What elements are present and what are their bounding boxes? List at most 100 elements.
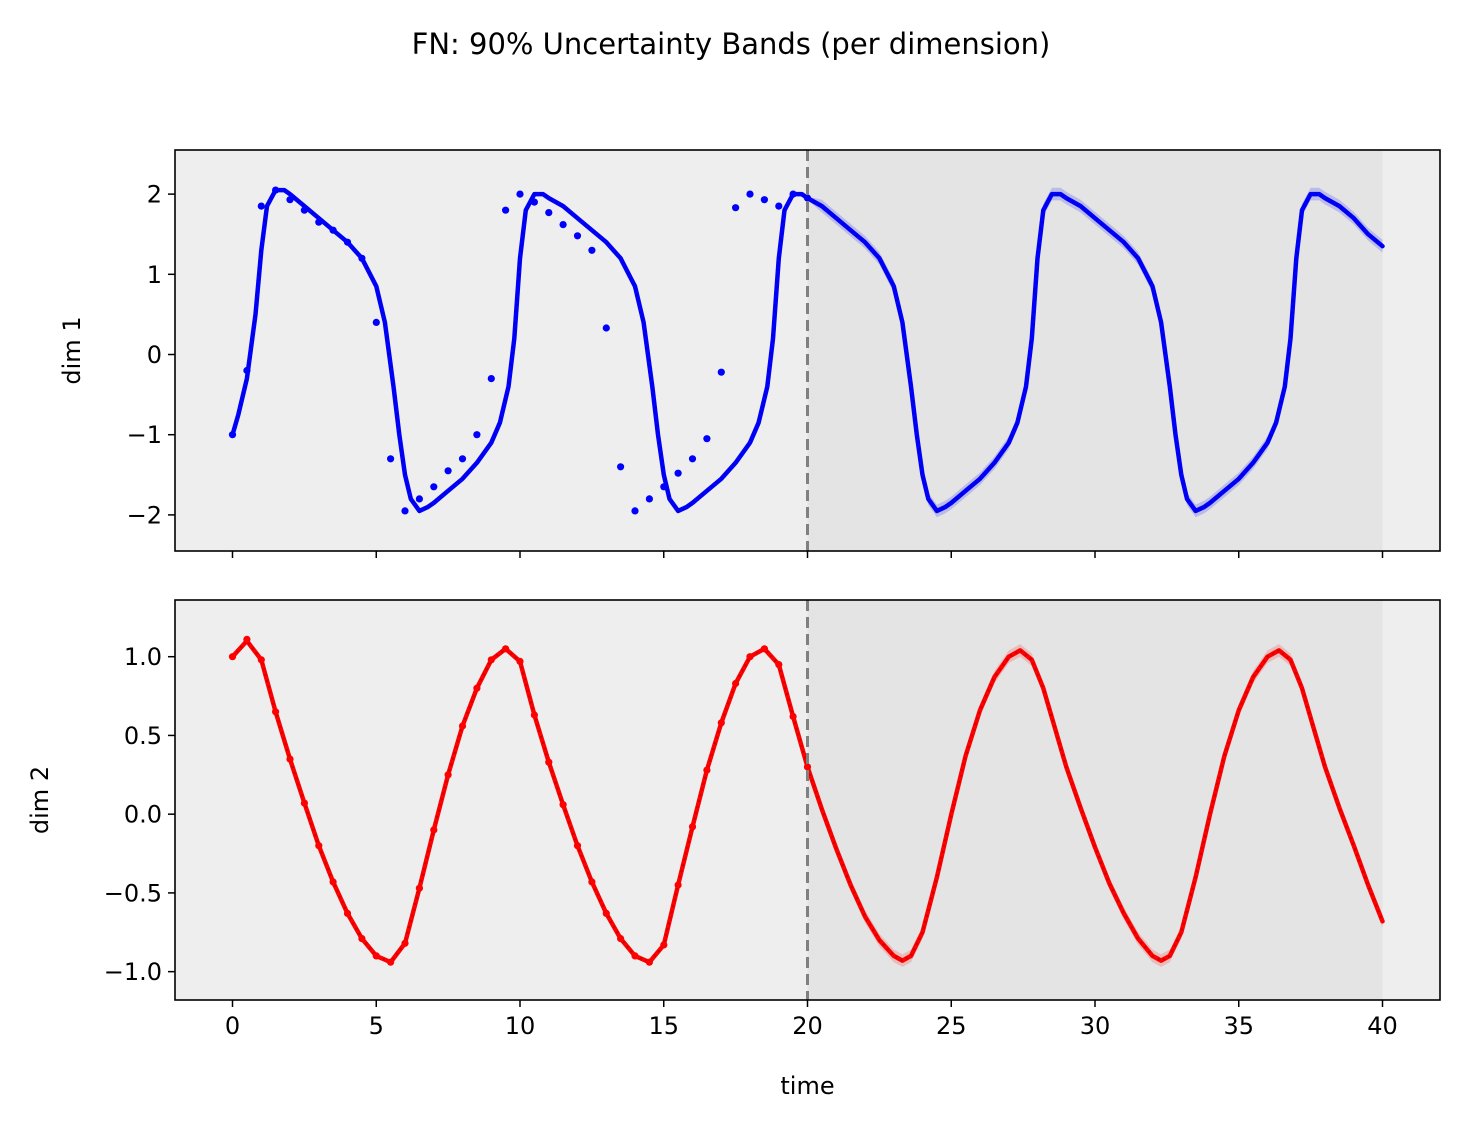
observation-point [602, 909, 610, 918]
observation-point [272, 186, 280, 194]
observation-point [674, 881, 682, 889]
truth-line [231, 639, 1384, 964]
observation-point [746, 190, 754, 198]
observation-point [300, 799, 308, 807]
observation-point [444, 771, 452, 779]
observation-point [530, 711, 539, 719]
observation-point [430, 483, 438, 491]
observation-point [588, 878, 596, 886]
observation-point [401, 939, 409, 947]
x-tick-label: 40 [1367, 1012, 1398, 1040]
observation-point [257, 656, 265, 664]
y-tick-label: −0.5 [104, 879, 162, 907]
observation-point [559, 221, 567, 229]
observation-point [559, 801, 567, 809]
observation-point [415, 884, 423, 892]
observation-point [415, 495, 423, 503]
observation-point [315, 218, 323, 226]
x-tick-label: 35 [1223, 1012, 1254, 1040]
x-tick-label: 5 [369, 1012, 384, 1040]
forecast-region [807, 150, 1383, 551]
observation-point [315, 842, 323, 850]
observation-point [358, 935, 366, 943]
y-tick-label: 0 [147, 341, 162, 369]
observation-point [717, 368, 725, 376]
observation-point [516, 190, 524, 198]
subplot-dim-1: −2 −1 0 1 2 dim 1 [58, 149, 1441, 558]
observation-point [458, 455, 467, 463]
observation-point [343, 909, 352, 918]
figure-title: FN: 90% Uncertainty Bands (per dimension… [412, 27, 1051, 61]
x-tick-label: 30 [1080, 1012, 1111, 1040]
observation-point [717, 719, 725, 727]
observation-point [502, 645, 510, 653]
observation-point [573, 232, 582, 240]
y-tick-label: 0.5 [124, 722, 162, 750]
observation-point [272, 708, 280, 716]
observation-point [243, 366, 251, 375]
observation-point [401, 507, 409, 515]
observation-point [617, 463, 625, 471]
x-tick-label: 25 [936, 1012, 967, 1040]
observation-point [243, 635, 251, 644]
observation-point [444, 467, 452, 475]
x-tick-label: 10 [505, 1012, 536, 1040]
x-tick-label: 20 [792, 1012, 823, 1040]
observation-point [487, 375, 495, 383]
y-axis-label: dim 1 [58, 316, 86, 384]
observation-point [645, 495, 654, 503]
observation-point [703, 435, 711, 443]
observation-point [775, 202, 783, 210]
observation-point [228, 431, 237, 439]
observation-point [257, 202, 265, 210]
observation-point [688, 823, 697, 831]
observation-point [789, 190, 797, 198]
observation-point [358, 254, 366, 262]
observation-point [760, 645, 769, 653]
observation-point [473, 431, 481, 439]
observation-point [688, 455, 697, 463]
observation-point [329, 878, 337, 886]
observation-point [545, 209, 553, 217]
x-tick-label: 0 [225, 1012, 240, 1040]
y-axis-label: dim 2 [26, 766, 54, 834]
y-tick-label: 2 [147, 181, 162, 209]
observation-point [458, 722, 467, 730]
observation-point [746, 653, 754, 661]
x-tick-label: 15 [648, 1012, 679, 1040]
observation-point [760, 196, 769, 204]
observation-point [545, 758, 553, 766]
observation-point [803, 763, 812, 771]
forecast-region [807, 600, 1383, 1000]
observation-point [430, 826, 438, 834]
observation-point [789, 712, 797, 721]
y-tick-label: −1.0 [104, 958, 162, 986]
observation-point [530, 198, 539, 206]
observation-point [387, 958, 395, 966]
observation-point [732, 204, 740, 212]
observation-point [660, 483, 668, 491]
observation-point [803, 194, 812, 202]
y-tick-label: −1 [127, 421, 162, 449]
observation-point [286, 755, 294, 763]
observation-point [387, 455, 395, 463]
observation-point [645, 958, 654, 966]
observation-point [300, 206, 308, 214]
observation-point [502, 206, 510, 214]
observation-point [343, 238, 352, 246]
observation-point [703, 766, 711, 774]
observation-point [372, 318, 380, 326]
observation-point [602, 324, 610, 332]
observation-point [617, 935, 625, 943]
observation-point [473, 684, 481, 692]
y-tick-label: 0.0 [124, 801, 162, 829]
observation-point [573, 842, 582, 850]
y-tick-label: −2 [127, 501, 162, 529]
observation-point [674, 469, 682, 477]
observation-point [631, 507, 639, 515]
observation-point [631, 952, 639, 960]
observation-point [516, 657, 524, 666]
y-tick-label: 1 [147, 261, 162, 289]
subplot-dim-2: −1.0 −0.5 0.0 0.5 1.0 0 5 10 15 20 25 30 35 40 dim 2 ti… [26, 599, 1441, 1100]
